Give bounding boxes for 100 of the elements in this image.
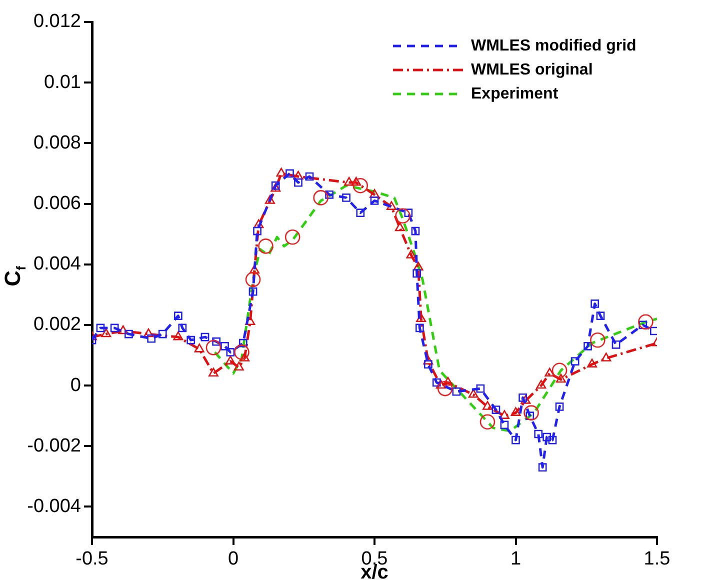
point — [395, 208, 410, 224]
point — [570, 357, 580, 366]
point — [305, 172, 314, 181]
point — [110, 324, 119, 332]
point — [638, 314, 654, 330]
point — [147, 334, 156, 343]
point — [412, 269, 422, 278]
point — [413, 262, 424, 271]
point — [482, 401, 492, 410]
point — [544, 368, 555, 377]
point — [101, 328, 112, 338]
x-tick-label: 1 — [510, 548, 522, 570]
point — [512, 436, 520, 444]
point — [437, 380, 453, 396]
point — [552, 362, 568, 378]
point — [596, 312, 605, 320]
point — [587, 358, 598, 368]
x-tick-label: -0.5 — [76, 548, 108, 570]
point — [584, 342, 592, 350]
point — [416, 313, 426, 322]
point — [548, 436, 557, 444]
y-tick-label: 0.006 — [33, 193, 81, 214]
point — [286, 169, 294, 178]
point — [96, 324, 105, 332]
point — [238, 338, 248, 348]
point — [524, 405, 539, 420]
point — [590, 332, 606, 348]
point — [284, 229, 300, 245]
point — [245, 316, 256, 326]
y-tick-label: 0.008 — [33, 132, 81, 154]
point — [510, 407, 521, 416]
point — [174, 312, 182, 320]
point — [650, 326, 657, 336]
y-tick-label: 0.01 — [44, 72, 81, 93]
point — [264, 195, 275, 204]
point — [534, 430, 543, 438]
y-tick-label: 0.004 — [33, 254, 82, 275]
point — [406, 250, 416, 258]
point — [249, 264, 260, 274]
point — [601, 352, 612, 362]
y-tick-label: 0.002 — [33, 314, 81, 336]
point — [248, 287, 258, 296]
point — [200, 332, 210, 342]
point — [476, 384, 485, 393]
point — [386, 201, 396, 210]
point — [424, 360, 432, 369]
point — [254, 219, 264, 228]
point — [294, 178, 302, 187]
point — [356, 208, 365, 218]
point — [276, 168, 286, 177]
point — [468, 388, 478, 398]
point — [518, 393, 527, 402]
point — [416, 324, 424, 332]
point — [542, 432, 552, 442]
point — [536, 380, 546, 389]
y-tick-label: 0 — [70, 374, 81, 396]
point — [186, 336, 196, 344]
legend-label: WMLES modified grid — [471, 37, 636, 54]
point — [520, 395, 531, 404]
point — [212, 337, 220, 346]
point — [344, 176, 354, 186]
point — [492, 406, 500, 414]
point — [555, 402, 564, 411]
legend-label: WMLES original — [471, 61, 593, 78]
point — [220, 342, 229, 350]
point — [370, 196, 379, 205]
point — [404, 208, 413, 218]
point — [423, 356, 434, 364]
point — [118, 325, 128, 334]
legend-label: Experiment — [471, 85, 559, 102]
point — [206, 340, 222, 356]
point — [208, 368, 218, 377]
point — [144, 328, 154, 338]
point — [124, 330, 133, 338]
point — [538, 463, 547, 472]
point — [394, 222, 405, 232]
point — [500, 420, 509, 430]
point — [245, 272, 261, 288]
point — [313, 190, 328, 206]
point — [178, 324, 187, 332]
point — [432, 378, 441, 387]
point — [234, 344, 250, 360]
y-tick-label: -0.002 — [27, 435, 81, 456]
point — [499, 410, 510, 419]
point — [452, 387, 461, 396]
point — [194, 344, 204, 352]
point — [173, 331, 184, 340]
point — [411, 226, 420, 236]
y-tick-label: 0.012 — [33, 11, 81, 32]
point — [442, 376, 453, 386]
point — [225, 356, 236, 364]
point — [480, 414, 496, 430]
point — [234, 362, 244, 371]
point — [158, 330, 167, 338]
point — [556, 374, 566, 383]
point — [352, 178, 368, 194]
point — [590, 300, 600, 308]
point — [226, 348, 235, 356]
point — [325, 190, 334, 199]
point — [342, 194, 350, 202]
